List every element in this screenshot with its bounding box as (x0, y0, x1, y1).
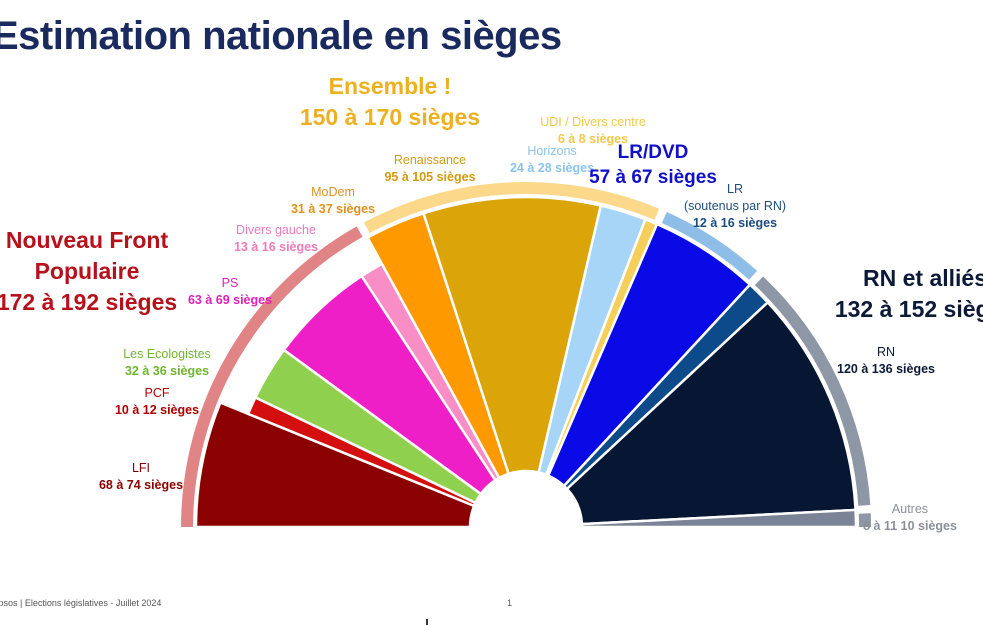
label-renaissance-name: Renaissance (394, 153, 466, 167)
label-les-ecologistes-name: Les Ecologistes (123, 347, 211, 361)
group-arc-autres (858, 513, 871, 527)
label-lr-dvd-value: 57 à 67 sièges (589, 167, 717, 188)
label-modem-value: 31 à 37 sièges (291, 202, 375, 216)
wedge-lfi (194, 400, 476, 529)
group-arc-rn (754, 276, 871, 506)
label-pcf-name: PCF (145, 386, 170, 400)
label-modem-name: MoDem (311, 185, 355, 199)
wedge-labels: LFI 68 à 74 sièges PCF 10 à 12 sièges Les Ec… (99, 115, 957, 533)
group-arcs (181, 182, 871, 527)
wedges (194, 195, 858, 529)
label-lr-soutenus-par-rn-value: 12 à 16 sièges (693, 216, 777, 230)
label-lr-soutenus-par-rn-name: LR (727, 182, 743, 196)
label-lr-dvd-name: LR/DVD (618, 142, 689, 163)
wedge-rn (565, 300, 857, 526)
label-autres-name: Autres (892, 502, 928, 516)
label-lfi-value: 68 à 74 sièges (99, 478, 183, 492)
label-autres-value: 8 à 11 10 sièges (863, 519, 957, 533)
wedge-autres (580, 508, 858, 529)
group-label-ensemble-value: 150 à 170 sièges (300, 104, 480, 130)
page-title: Estimation nationale en sièges (0, 14, 562, 58)
label-udi-divers-centre-value: 6 à 8 sièges (558, 132, 628, 146)
label-lr-soutenus-par-rn-name-1: (soutenus par RN) (684, 199, 786, 213)
label-horizons-name: Horizons (527, 144, 576, 158)
label-les-ecologistes-value: 32 à 36 sièges (125, 364, 209, 378)
label-rn-name: RN (877, 345, 895, 359)
group-labels: Nouveau Front Populaire 172 à 192 sièges En… (0, 73, 983, 322)
label-ps-name: PS (222, 276, 239, 290)
label-renaissance-value: 95 à 105 sièges (384, 170, 475, 184)
label-divers-gauche-value: 13 à 16 sièges (234, 240, 318, 254)
group-arc-ensemble (363, 182, 660, 234)
group-label-nfp-name-1: Populaire (35, 258, 140, 284)
group-label-rn-name: RN et alliés (863, 265, 983, 291)
label-udi-divers-centre-name: UDI / Divers centre (540, 115, 646, 129)
group-arc-nfp (181, 226, 363, 527)
label-horizons-value: 24 à 28 sièges (510, 161, 594, 175)
group-label-ensemble-name: Ensemble ! (329, 73, 452, 99)
label-ps-value: 63 à 69 sièges (188, 293, 272, 307)
wedge-renaissance (421, 195, 603, 476)
group-label-rn-value: 132 à 152 sièges (835, 296, 983, 322)
page-number: 1 (507, 598, 513, 608)
group-label-nfp-value: 172 à 192 sièges (0, 289, 177, 315)
label-divers-gauche-name: Divers gauche (236, 223, 316, 237)
label-lfi-name: LFI (132, 461, 150, 475)
footer-tick (426, 619, 428, 625)
group-label-nfp-name: Nouveau Front (6, 227, 169, 253)
label-rn-value: 120 à 136 sièges (837, 362, 935, 376)
label-pcf-value: 10 à 12 sièges (115, 403, 199, 417)
group-arc-lr (661, 212, 758, 280)
footer-source: Ipsos | Elections législatives - Juillet… (0, 598, 162, 608)
